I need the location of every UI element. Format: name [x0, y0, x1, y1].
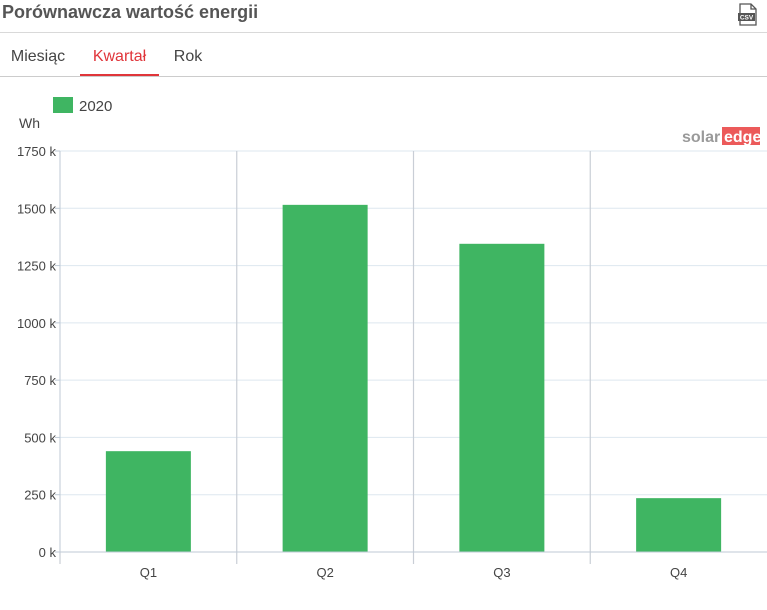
category-separators	[59, 151, 591, 564]
header-divider	[0, 32, 767, 33]
csv-icon-label: CSV	[740, 15, 754, 22]
bar-q1	[105, 451, 191, 552]
x-tick-label: Q1	[140, 565, 157, 580]
y-tick-label: 500 k	[24, 430, 56, 445]
bar-q2	[282, 204, 368, 552]
x-tick-label: Q3	[493, 565, 510, 580]
x-tick-label: Q2	[316, 565, 333, 580]
y-tick-label: 750 k	[24, 373, 56, 388]
energy-bar-chart: 0 k 250 k 500 k 750 k 1000 k 1250 k 1500 k 1750…	[17, 97, 767, 580]
y-tick-label: 0 k	[39, 545, 57, 560]
y-tick-label: 1000 k	[17, 316, 57, 331]
page-title: Porównawcza wartość energii	[2, 2, 259, 22]
legend-label[interactable]: 2020	[79, 98, 112, 115]
logo-badge	[722, 127, 760, 145]
csv-export-icon[interactable]: CSV	[737, 3, 759, 27]
tab-month[interactable]: Miesiąc	[10, 48, 66, 65]
bar-q3	[459, 243, 545, 552]
bars	[105, 204, 722, 552]
y-axis-title: Wh	[19, 115, 40, 131]
y-tick-label: 1500 k	[17, 201, 57, 216]
logo-text-solar: solar	[682, 129, 720, 146]
x-tick-label: Q4	[670, 565, 687, 580]
bar-q4	[636, 498, 722, 552]
tab-year[interactable]: Rok	[173, 48, 203, 65]
logo-text-edge: edge	[724, 129, 761, 146]
y-tick-label: 250 k	[24, 488, 56, 503]
axes: 0 k 250 k 500 k 750 k 1000 k 1250 k 1500 k 1750…	[17, 144, 767, 580]
y-tick-label: 1250 k	[17, 259, 57, 274]
tabs-divider	[0, 76, 767, 77]
solaredge-logo: solar edge	[682, 127, 761, 146]
y-tick-label: 1750 k	[17, 144, 57, 159]
period-tabs: Miesiąc Kwartał Rok	[0, 34, 767, 76]
tab-quarter[interactable]: Kwartał	[80, 34, 159, 76]
legend-swatch[interactable]	[53, 97, 73, 113]
